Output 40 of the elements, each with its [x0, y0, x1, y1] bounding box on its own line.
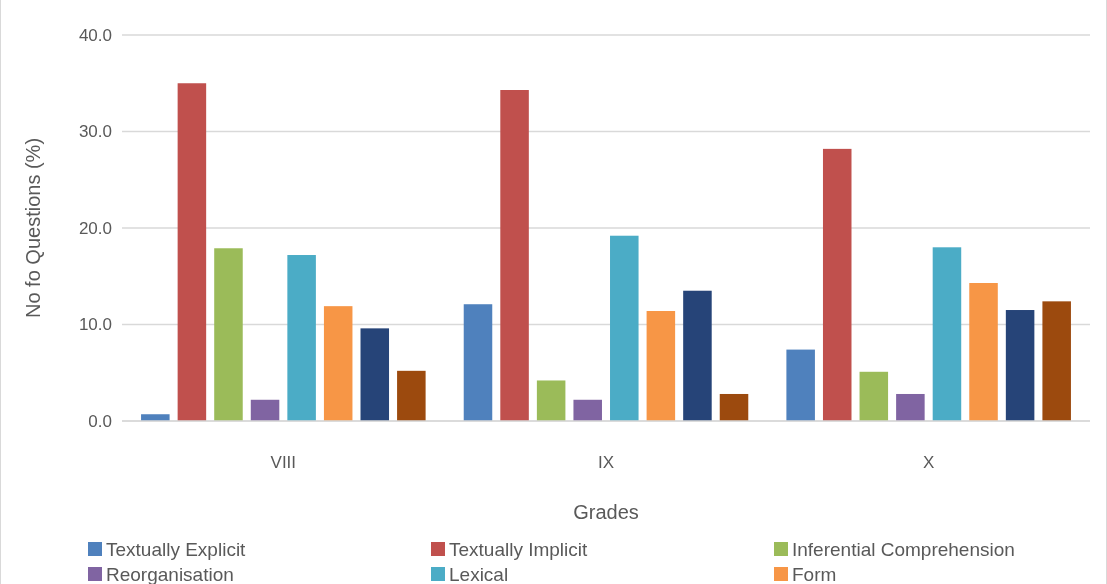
bar — [969, 283, 998, 421]
bar — [932, 247, 962, 421]
x-tick-label: X — [922, 453, 935, 472]
legend-label: Reorganisation — [106, 563, 234, 584]
bar — [141, 414, 170, 421]
bar — [646, 310, 676, 421]
legend-label: Form — [792, 563, 837, 584]
bar — [500, 90, 529, 421]
bar — [397, 370, 426, 421]
bar — [719, 393, 749, 421]
legend-label: Textually Explicit — [106, 538, 247, 560]
bar — [683, 290, 712, 421]
x-tick-label: VIII — [270, 453, 297, 472]
y-tick-label: 40.0 — [78, 25, 112, 45]
y-tick-label: 20.0 — [78, 218, 112, 238]
bar — [536, 380, 566, 421]
bar — [610, 235, 639, 421]
y-tick-label: 30.0 — [78, 122, 112, 142]
y-tick-label: 0.0 — [88, 411, 112, 431]
bar — [573, 399, 602, 421]
bar — [287, 255, 316, 421]
bar — [896, 393, 925, 421]
bar — [214, 248, 243, 421]
x-tick-label: IX — [597, 453, 615, 472]
bar — [323, 306, 353, 421]
bar — [177, 83, 207, 421]
bar — [250, 399, 280, 421]
bar — [1042, 301, 1071, 421]
legend-label: Inferential Comprehension — [792, 538, 1015, 560]
legend-label: Lexical — [449, 563, 509, 584]
bar — [360, 328, 390, 421]
x-axis-title: Grades — [573, 501, 639, 523]
bar — [1005, 310, 1035, 421]
y-tick-label: 10.0 — [78, 315, 112, 335]
bar — [822, 148, 852, 421]
bar — [463, 304, 493, 421]
bar — [859, 371, 889, 421]
y-axis-title: No fo Questions (%) — [22, 137, 44, 319]
legend-label: Textually Implicit — [449, 538, 589, 560]
bar — [786, 349, 815, 421]
